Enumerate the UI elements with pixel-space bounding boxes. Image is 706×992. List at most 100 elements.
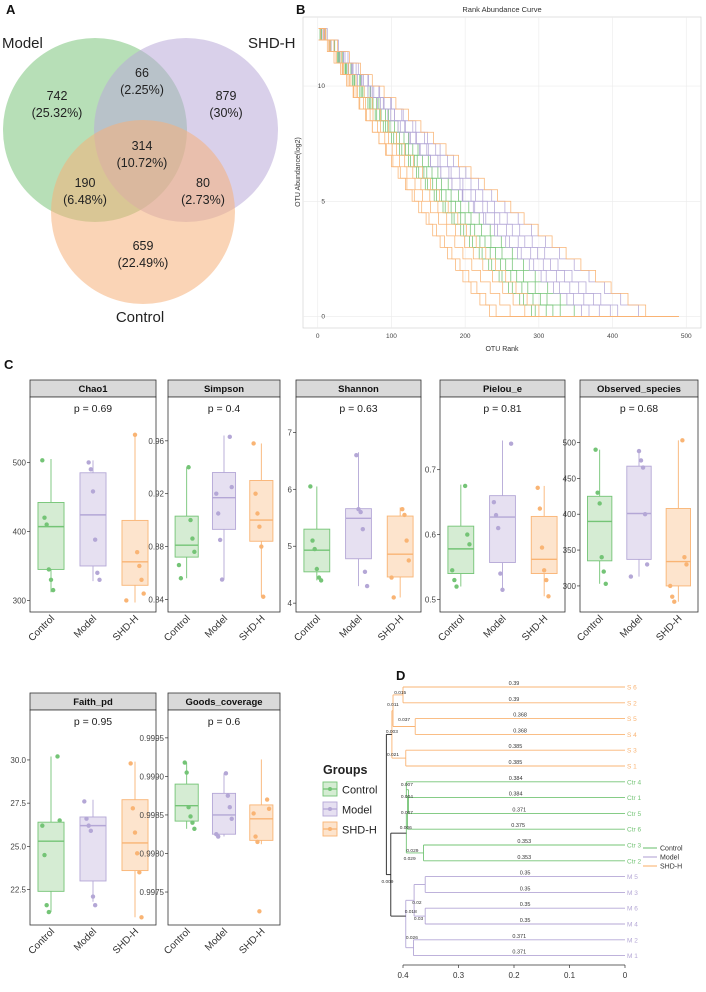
box-control [447, 483, 475, 589]
dendro-leaf-label: M 4 [627, 922, 638, 929]
data-point [597, 501, 602, 506]
data-point [188, 517, 193, 523]
data-point [42, 852, 47, 858]
boxplot-facet-shannon: Shannon p = 0.63 4 5 6 7 Control Model SHD-H [288, 379, 422, 644]
dendro-branch-length: 0.35 [520, 871, 531, 877]
data-point [391, 595, 396, 600]
data-point [190, 536, 195, 541]
data-point [308, 484, 313, 489]
data-point [88, 828, 94, 834]
boxplot-facet-chao1: Chao1 p = 0.69 300 400 500 Control Model SHD-H [13, 379, 157, 644]
dendro-branch-length: 0.368 [513, 713, 527, 719]
data-point [225, 793, 231, 798]
dendro-branch-length: 0.371 [512, 807, 526, 813]
data-point [539, 545, 545, 550]
data-point [57, 818, 62, 823]
dendro-branch-length: 0.353 [517, 855, 531, 861]
venn-pct-shd-control: (2.73%) [181, 193, 225, 207]
y-tick-label: 0.9975 [140, 888, 165, 897]
dendro-leaf: 0.368 S 4 [415, 728, 637, 739]
rank-x-tick: 300 [533, 333, 544, 340]
data-point [184, 770, 189, 775]
y-tick-label: 0.84 [148, 595, 164, 604]
data-point [176, 562, 182, 568]
facet-p-value: p = 0.95 [74, 716, 112, 728]
y-tick-label: 5 [288, 542, 293, 551]
dendro-leaf: 0.35 M 6 [425, 902, 638, 913]
legend-item-shd-h: SHD-H [322, 821, 377, 837]
boxplot-facet-pielou_e: Pielou_ep = 0.81 0.5 0.6 0.7 Control Model SHD… [425, 379, 566, 644]
data-point [498, 571, 503, 576]
venn-pct-model-control: (6.48%) [63, 193, 107, 207]
venn-pct-model-shd: (2.25%) [120, 83, 164, 97]
data-point [90, 489, 96, 494]
dendro-tick-label: 0 [623, 971, 628, 980]
x-tick-label: Model [338, 613, 365, 640]
data-point [137, 870, 142, 875]
dendro-leaf-label: M 6 [627, 906, 638, 913]
x-tick-label: SHD-H [111, 613, 141, 643]
data-point [264, 797, 270, 802]
dendro-branch-length: 0.385 [509, 760, 523, 766]
data-point [628, 574, 634, 579]
data-point [186, 805, 191, 810]
data-point [257, 524, 262, 529]
dendro-branch-length: 0.384 [509, 792, 523, 798]
rank-y-label: OTU Abundance(log2) [295, 137, 302, 207]
data-point [216, 511, 221, 516]
dendro-tick-label: 0.3 [453, 971, 465, 980]
dendro-axis: 0.4 0.3 0.2 0.1 0 [397, 964, 628, 980]
dendro-leaf: 0.371 Ctr 5 [413, 807, 641, 818]
data-point [182, 760, 187, 765]
facet-title: Faith_pd [73, 697, 113, 708]
data-point [537, 506, 543, 511]
box-model [345, 452, 372, 589]
dendro-leaf-label: Ctr 2 [627, 858, 641, 865]
data-point [46, 567, 52, 572]
x-tick-label: SHD-H [376, 613, 406, 643]
rank-x-tick: 0 [316, 333, 320, 340]
box-model [211, 434, 237, 582]
data-point [255, 511, 260, 516]
legend-item-model: Model [322, 801, 372, 817]
data-point [55, 754, 60, 759]
box-shd-h [665, 438, 691, 604]
legend-label: Model [342, 805, 372, 817]
data-point [364, 583, 370, 589]
dendro-branch-length: 0.35 [520, 886, 531, 892]
data-point [500, 587, 505, 592]
box-iqr [530, 515, 558, 574]
dendro-leaf: 0.385 S 1 [405, 760, 637, 771]
dendro-leaf-label: M 5 [627, 874, 638, 881]
box-iqr [121, 799, 149, 872]
x-tick-label: Model [618, 613, 645, 640]
box-iqr [587, 495, 613, 562]
data-point [495, 525, 501, 531]
dendro-branch-length: 0.385 [509, 744, 523, 750]
venn-circle-control [51, 120, 235, 304]
data-point [266, 806, 272, 811]
data-point [192, 826, 197, 832]
data-point [134, 549, 140, 555]
rank-x-tick: 200 [460, 333, 471, 340]
data-point [310, 538, 315, 543]
dendro-legend-label: SHD-H [660, 864, 682, 871]
venn-count-shd-only: 879 [216, 89, 237, 103]
data-point [636, 448, 642, 454]
x-tick-label: Control [575, 613, 606, 644]
facet-p-value: p = 0.69 [74, 403, 112, 415]
box-iqr [345, 508, 372, 560]
venn-count-shd-control: 80 [196, 176, 210, 190]
data-point [44, 522, 49, 527]
data-point [229, 816, 234, 821]
y-tick-label: 4 [288, 599, 293, 608]
dendro-node-label: 0.02 [412, 900, 422, 906]
dendro-legend: Control Model SHD-H [643, 846, 683, 871]
data-point [251, 441, 256, 446]
dendro-node-label: 0.037 [398, 717, 410, 723]
y-tick-label: 300 [13, 596, 27, 605]
data-point [92, 537, 98, 542]
